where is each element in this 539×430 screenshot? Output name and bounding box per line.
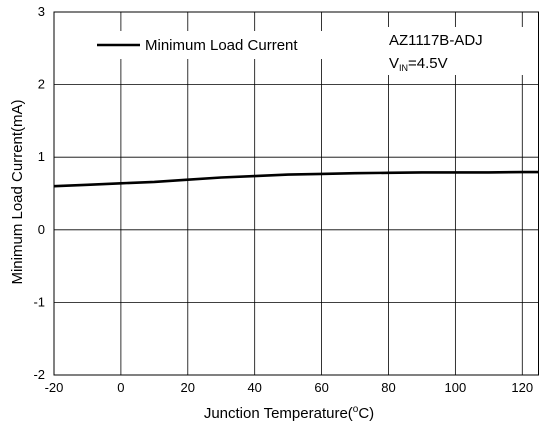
x-tick-label: 20 (181, 380, 195, 395)
series-line-minimum-load-current (53, 170, 539, 188)
x-axis-ticks: -20 0 20 40 60 80 100 120 (45, 380, 534, 395)
y-axis-label: Minimum Load Current(mA) (9, 99, 26, 284)
x-axis-label-degree: o (353, 404, 359, 415)
x-axis-label-main: Junction Temperature( (204, 405, 353, 422)
x-axis-label-unit: C) (358, 405, 374, 422)
y-tick-label: 0 (38, 222, 45, 237)
y-tick-label: -2 (33, 367, 45, 382)
vin-value: =4.5V (408, 55, 448, 72)
vin-condition: VIN=4.5V (389, 55, 448, 73)
device-label: AZ1117B-ADJ (389, 32, 483, 49)
y-tick-label: 1 (38, 149, 45, 164)
legend-label-minimum-load-current: Minimum Load Current (145, 37, 298, 54)
series-group (53, 170, 539, 188)
x-tick-label: 40 (247, 380, 261, 395)
y-tick-label: -1 (33, 294, 45, 309)
x-tick-label: 100 (445, 380, 467, 395)
vin-symbol: V (389, 55, 399, 72)
annotation-box (378, 27, 523, 75)
x-axis-label: Junction Temperature(oC) (204, 404, 374, 422)
vin-subscript: IN (399, 63, 408, 73)
annotation: AZ1117B-ADJ VIN=4.5V (378, 27, 523, 75)
x-tick-label: 60 (314, 380, 328, 395)
x-tick-label: -20 (45, 380, 64, 395)
x-tick-label: 120 (511, 380, 533, 395)
y-tick-label: 3 (38, 4, 45, 19)
x-tick-label: 0 (117, 380, 124, 395)
y-axis-ticks: -2 -1 0 1 2 3 (33, 4, 45, 382)
y-tick-label: 2 (38, 77, 45, 92)
legend: Minimum Load Current (88, 31, 325, 59)
x-tick-label: 80 (381, 380, 395, 395)
